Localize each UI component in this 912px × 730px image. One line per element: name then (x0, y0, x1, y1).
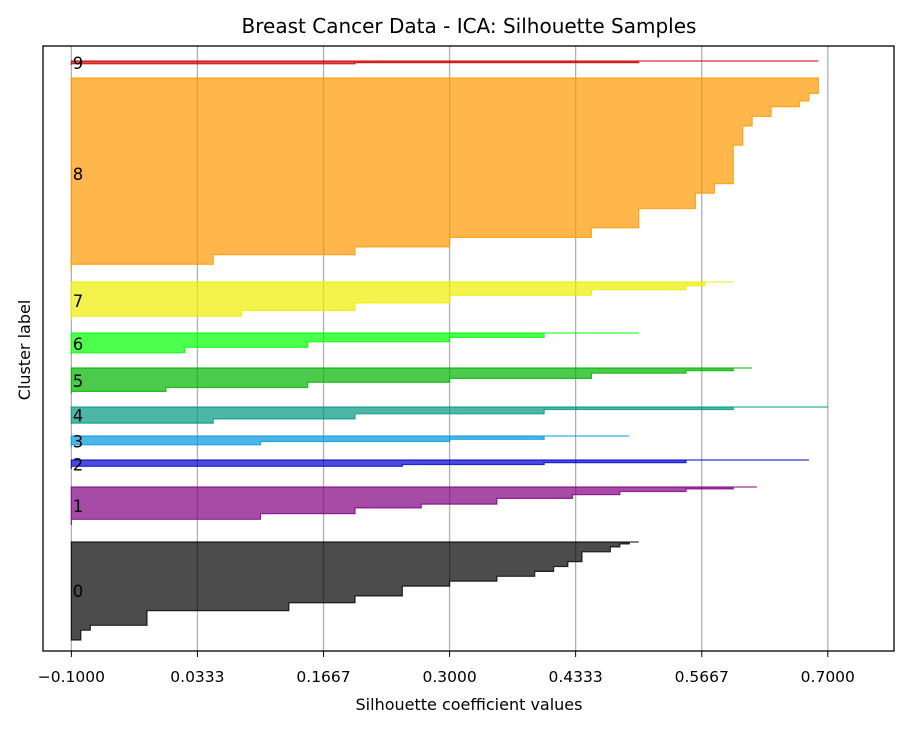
cluster-label-8: 8 (73, 165, 84, 184)
cluster-labels: 0 1 2 3 4 5 6 7 8 9 (73, 54, 84, 601)
silhouette-areas (70, 60, 828, 641)
cluster-label-9: 9 (73, 54, 84, 73)
cluster-7-silhouette (70, 281, 734, 320)
cluster-label-7: 7 (73, 292, 84, 311)
x-tick-label: 0.5667 (675, 668, 729, 686)
x-axis-label: Silhouette coefficient values (356, 695, 583, 714)
cluster-label-4: 4 (73, 407, 84, 426)
x-tick-label: −0.1000 (38, 668, 105, 686)
chart-title: Breast Cancer Data - ICA: Silhouette Sam… (242, 14, 697, 38)
cluster-label-1: 1 (73, 497, 84, 516)
x-tick-label: 0.0333 (170, 668, 224, 686)
cluster-8-silhouette (70, 77, 819, 270)
cluster-5-silhouette (70, 367, 753, 394)
cluster-2-silhouette (70, 459, 809, 469)
plot-frame (42, 45, 895, 652)
cluster-label-2: 2 (73, 456, 84, 475)
cluster-6-silhouette (70, 332, 639, 355)
cluster-label-6: 6 (73, 335, 84, 354)
cluster-9-silhouette (70, 60, 819, 65)
cluster-label-5: 5 (73, 372, 84, 391)
cluster-3-silhouette (70, 435, 630, 447)
cluster-0-silhouette (70, 541, 639, 641)
cluster-4-silhouette (70, 406, 828, 424)
x-axis-ticks: −0.1000 0.0333 0.1667 0.3000 0.4333 0.5667 0.7… (38, 651, 855, 686)
x-tick-label: 0.4333 (549, 668, 603, 686)
cluster-label-3: 3 (73, 433, 84, 452)
y-axis-label: Cluster label (15, 300, 34, 401)
x-tick-label: 0.3000 (422, 668, 476, 686)
x-tick-label: 0.7000 (801, 668, 855, 686)
cluster-label-0: 0 (73, 582, 84, 601)
cluster-1-silhouette (70, 486, 757, 525)
x-tick-label: 0.1667 (296, 668, 350, 686)
